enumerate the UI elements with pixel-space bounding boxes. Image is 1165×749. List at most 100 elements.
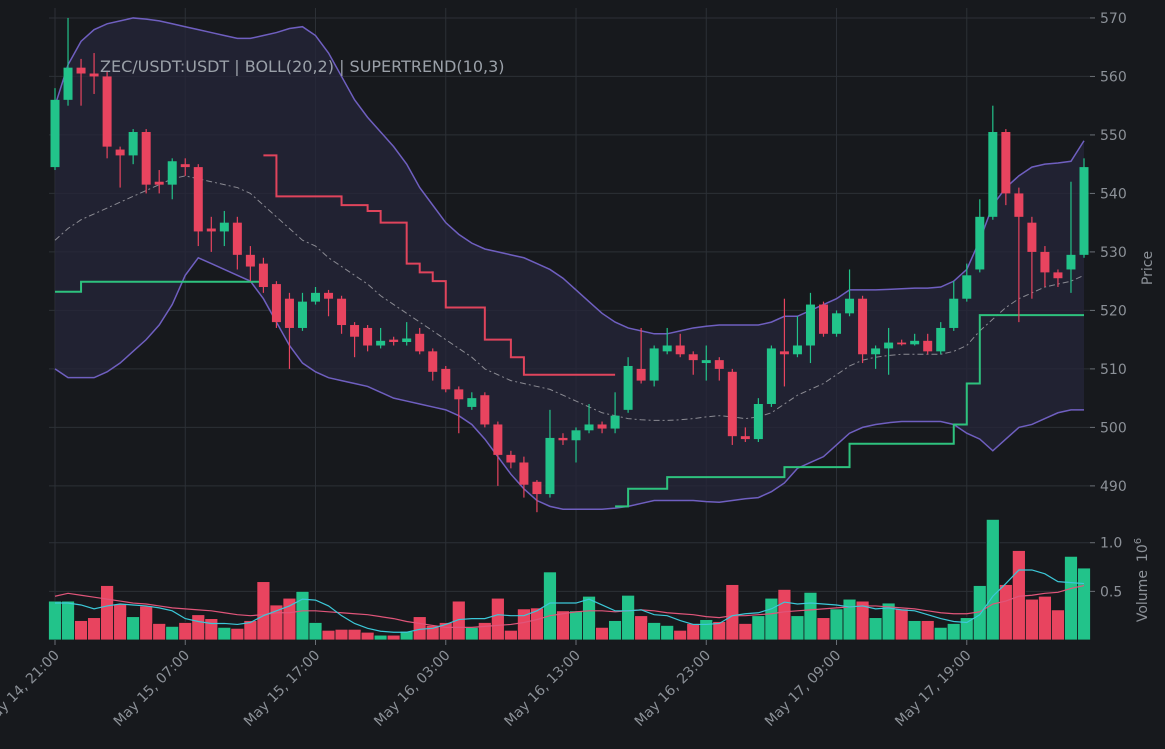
candle-body [832, 313, 842, 334]
candle-body [350, 325, 360, 337]
candle-body [519, 462, 529, 485]
volume-bar [985, 518, 1000, 641]
candle-body [1001, 132, 1011, 194]
candle-body [193, 167, 203, 232]
volume-bar [1051, 609, 1065, 641]
candle-body [1066, 254, 1076, 270]
volume-bar [920, 620, 935, 641]
candle-body [1040, 251, 1050, 273]
y-tick-label: 510 [1100, 362, 1127, 378]
volume-bar [165, 625, 180, 641]
volume-bar [61, 600, 75, 641]
candle-body [584, 424, 594, 431]
candle-body [597, 424, 607, 429]
volume-bar [451, 600, 466, 641]
volume-bar [295, 590, 310, 641]
candle-body [923, 340, 933, 352]
candle-body [884, 342, 894, 349]
candle-body [493, 424, 503, 455]
candle-body [558, 437, 568, 441]
volume-bar [764, 597, 779, 641]
candle-body [297, 301, 307, 328]
volume-bar [347, 628, 362, 641]
volume-bar [595, 626, 609, 641]
band-middle [54, 175, 1085, 421]
candle-body [415, 333, 425, 352]
y-tick-label: 550 [1100, 128, 1127, 144]
price-axis-label: Price [1140, 251, 1156, 285]
volume-bar [373, 634, 388, 641]
candle-body [402, 338, 412, 342]
candle-body [1014, 193, 1024, 217]
candle-body [141, 132, 151, 185]
candle-body [271, 284, 281, 323]
volume-bar [152, 623, 167, 641]
volume-scale-base: 10 [1135, 544, 1151, 562]
volume-bar [868, 617, 883, 641]
price-panel [50, 17, 1089, 513]
volume-bar [790, 615, 805, 641]
candle-body [115, 149, 125, 156]
volume-bar [725, 584, 740, 641]
volume-bar [1024, 598, 1039, 641]
candle-body [871, 348, 881, 355]
candle-body [818, 304, 828, 334]
volume-axis-label: Volume 106 [1133, 538, 1151, 622]
volume-bar [803, 591, 818, 641]
volume-bar [191, 614, 206, 641]
candle-body [311, 292, 321, 302]
volume-bar [621, 594, 636, 641]
band-upper [54, 17, 1085, 335]
volume-bar [634, 615, 649, 641]
volume-bar [556, 610, 570, 641]
volume-bar [126, 616, 141, 641]
volume-scale-exponent: 6 [1133, 538, 1144, 544]
candle-body [154, 181, 164, 185]
volume-bar [959, 617, 974, 641]
trend-line [55, 280, 1084, 508]
volume-bar [738, 623, 753, 641]
volume-bar [282, 597, 297, 641]
y-tick-label: 530 [1100, 245, 1127, 261]
candle-body [428, 351, 438, 372]
volume-bar [334, 628, 349, 641]
volume-bar [894, 608, 909, 641]
y-tick-label: 490 [1100, 479, 1127, 495]
y-tick-label: 540 [1100, 186, 1127, 202]
candle-body [636, 368, 646, 381]
candle-body [962, 275, 972, 299]
candle-body [180, 164, 190, 168]
volume-bar [842, 598, 857, 641]
volume-bar [608, 620, 622, 641]
volume-bar [569, 610, 583, 641]
y-tick-label: 500 [1100, 420, 1127, 436]
candle-body [766, 348, 776, 404]
volume-bar [816, 617, 831, 641]
y-tick-label: 1.0 [1100, 536, 1122, 552]
volume-bar [647, 622, 662, 641]
volume-bar [1038, 595, 1052, 641]
volume-bar [412, 616, 427, 641]
volume-bar [113, 603, 128, 641]
candle-body [102, 76, 112, 147]
volume-bar [503, 629, 518, 641]
candle-body [467, 398, 477, 407]
volume-bar [464, 626, 479, 641]
candle-body [167, 161, 177, 185]
candle-body [753, 403, 763, 440]
candle-body [988, 132, 998, 217]
volume-bar [699, 619, 714, 641]
candle-body [206, 228, 216, 232]
volume-average [55, 569, 1085, 633]
candle-body [76, 67, 86, 74]
candle-body [610, 415, 620, 429]
volume-bar [829, 608, 844, 641]
candle-body [389, 339, 399, 342]
volume-bar [139, 605, 154, 641]
volume-bar [751, 615, 766, 641]
volume-bar [308, 622, 323, 641]
volume-bar [1064, 555, 1078, 641]
candle-body [324, 292, 334, 299]
candle-body [910, 340, 920, 345]
